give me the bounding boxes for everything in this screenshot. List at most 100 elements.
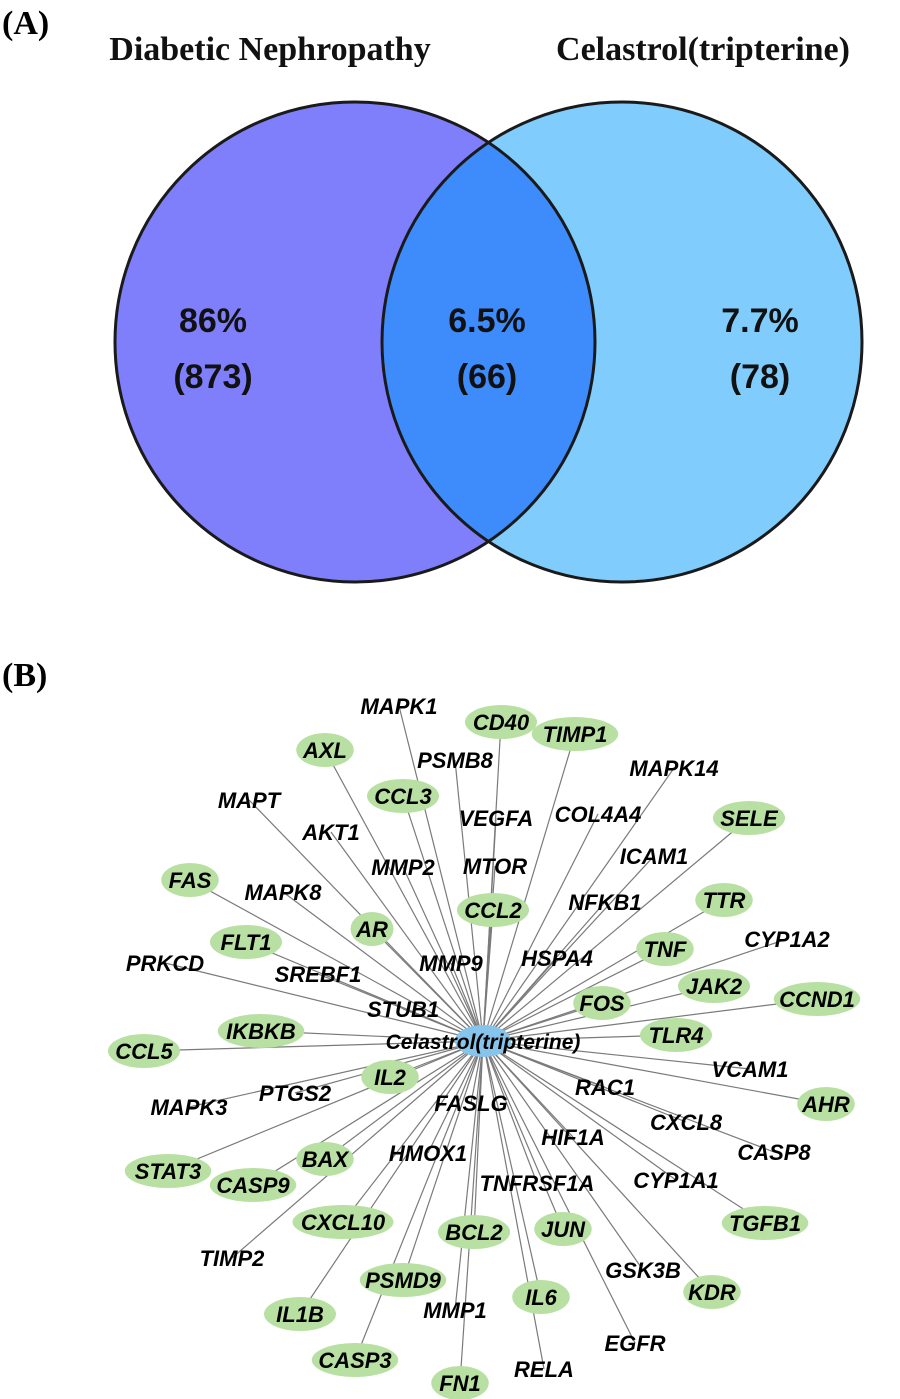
edge-egfr	[482, 1040, 636, 1344]
node-tnf: TNF	[636, 932, 694, 966]
node-ar: AR	[350, 912, 394, 946]
node-label: AXL	[302, 738, 347, 763]
node-label: JUN	[541, 1217, 586, 1242]
node-axl: AXL	[296, 733, 354, 767]
node-label: MTOR	[463, 854, 527, 879]
edge-ttr	[482, 899, 725, 1042]
node-casp3: CASP3	[311, 1343, 399, 1377]
venn-right-title: Celastrol(tripterine)	[556, 31, 850, 68]
node-label: EGFR	[604, 1331, 665, 1356]
node-ellipse	[210, 925, 282, 959]
edge-ccl2	[482, 909, 494, 1042]
node-label: TGFB1	[729, 1211, 801, 1236]
node-label: CASP9	[216, 1173, 290, 1198]
node-ellipse	[264, 1297, 336, 1331]
node-vcam1: VCAM1	[711, 1057, 788, 1082]
node-label: BAX	[302, 1147, 350, 1172]
node-bax: BAX	[296, 1142, 354, 1176]
node-label: TNFRSF1A	[480, 1171, 595, 1196]
node-ellipse	[367, 779, 439, 813]
node-mapk14: MAPK14	[629, 756, 718, 781]
node-label: CYP1A2	[744, 927, 830, 952]
node-ellipse	[124, 1154, 212, 1188]
node-jak2: JAK2	[678, 969, 750, 1003]
hub-node	[455, 1025, 511, 1057]
node-ellipse	[108, 1034, 180, 1068]
node-cyp1a1: CYP1A1	[633, 1168, 719, 1193]
node-cd40: CD40	[465, 705, 537, 739]
node-ellipse	[209, 1168, 297, 1202]
node-label: TNF	[644, 937, 687, 962]
edge-kdr	[482, 1040, 713, 1293]
node-label: PTGS2	[259, 1081, 332, 1106]
node-ellipse	[797, 1087, 855, 1121]
node-ellipse	[534, 1212, 592, 1246]
node-label: KDR	[688, 1280, 736, 1305]
node-ellipse	[683, 1275, 741, 1309]
node-label: MMP1	[423, 1298, 487, 1323]
node-jun: JUN	[534, 1212, 592, 1246]
node-ellipse	[695, 883, 753, 917]
node-label: HMOX1	[389, 1141, 467, 1166]
node-mapk3: MAPK3	[150, 1095, 227, 1120]
node-ptgs2: PTGS2	[259, 1081, 332, 1106]
node-label: MMP2	[371, 855, 435, 880]
node-hif1a: HIF1A	[541, 1125, 605, 1150]
node-ellipse	[438, 1215, 510, 1249]
node-ttr: TTR	[695, 883, 753, 917]
node-mapk8: MAPK8	[244, 880, 322, 905]
node-label: JAK2	[686, 974, 743, 999]
node-label: FASLG	[434, 1091, 507, 1116]
node-label: CCL5	[115, 1039, 173, 1064]
hub-label: Celastrol(tripterine)	[386, 1031, 581, 1054]
edge-mmp1	[454, 1040, 484, 1311]
node-cxcl10: CXCL10	[292, 1205, 394, 1239]
node-tgfb1: TGFB1	[721, 1206, 809, 1240]
edge-timp2	[231, 1040, 484, 1259]
edge-prkcd	[164, 962, 484, 1042]
node-label: VCAM1	[711, 1057, 788, 1082]
node-ellipse	[311, 1343, 399, 1377]
node-mmp9: MMP9	[419, 951, 483, 976]
node-label: CYP1A1	[633, 1168, 719, 1193]
node-hspa4: HSPA4	[521, 946, 593, 971]
edge-stat3	[167, 1040, 484, 1172]
edge-mapk8	[282, 891, 484, 1042]
edge-ccl3	[402, 795, 484, 1042]
node-cyp1a2: CYP1A2	[744, 927, 830, 952]
edge-il1b	[299, 1040, 484, 1315]
node-label: SREBF1	[275, 962, 362, 987]
node-label: HSPA4	[521, 946, 593, 971]
edge-ccnd1	[482, 998, 818, 1042]
edge-mapk3	[188, 1040, 484, 1108]
node-label: VEGFA	[459, 806, 534, 831]
node-label: FN1	[439, 1371, 481, 1396]
node-hmox1: HMOX1	[389, 1141, 467, 1166]
node-label: IL6	[525, 1285, 558, 1310]
edge-timp1	[482, 733, 576, 1042]
node-cxcl8: CXCL8	[650, 1110, 723, 1135]
node-vegfa: VEGFA	[459, 806, 534, 831]
edge-bax	[324, 1040, 484, 1160]
node-label: STUB1	[367, 997, 439, 1022]
edge-cyp1a2	[482, 938, 788, 1042]
node-ccl3: CCL3	[367, 779, 439, 813]
venn-left-title: Diabetic Nephropathy	[109, 31, 430, 68]
node-mmp1: MMP1	[423, 1298, 487, 1323]
node-sele: SELE	[713, 801, 785, 835]
node-label: AR	[355, 917, 388, 942]
node-ellipse	[431, 1366, 489, 1399]
node-label: CCL3	[374, 784, 431, 809]
edge-il6	[482, 1040, 542, 1298]
node-mapk1: MAPK1	[360, 694, 437, 719]
node-label: IKBKB	[226, 1019, 296, 1044]
node-label: PSMD9	[365, 1268, 442, 1293]
node-label: COL4A4	[555, 802, 642, 827]
edge-mapk14	[482, 767, 675, 1042]
node-ellipse	[773, 982, 861, 1016]
node-bcl2: BCL2	[438, 1215, 510, 1249]
edge-sele	[482, 817, 750, 1042]
node-il1b: IL1B	[264, 1297, 336, 1331]
edge-mapk1	[398, 705, 484, 1042]
